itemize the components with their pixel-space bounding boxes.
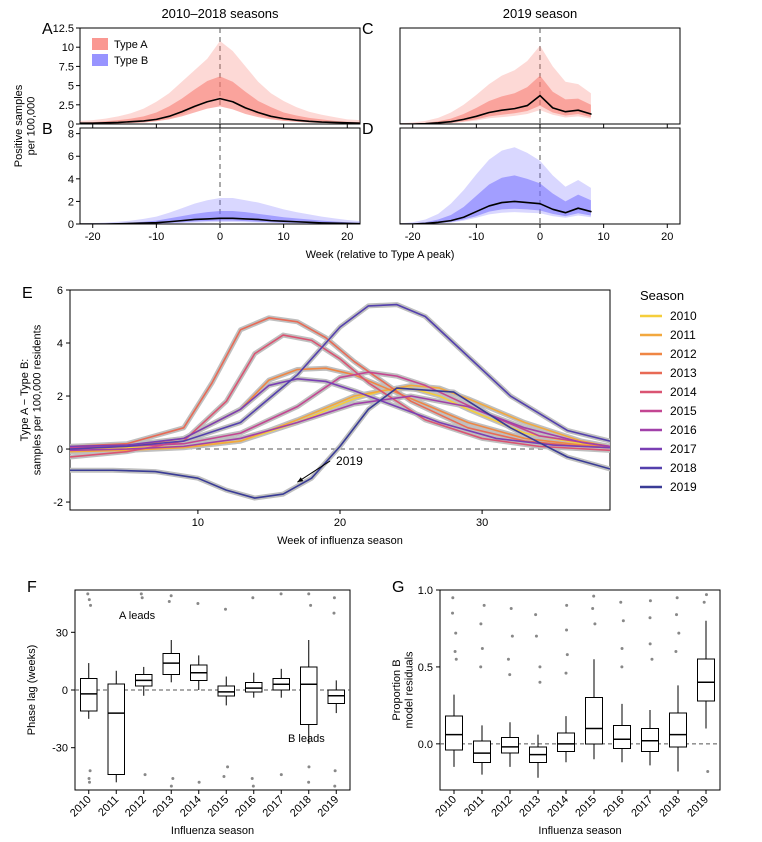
svg-text:2010: 2010 <box>68 794 94 820</box>
svg-text:2012: 2012 <box>123 794 149 820</box>
figure-svg: 2010–2018 seasons 2019 season Positive sam… <box>0 0 762 842</box>
svg-text:2: 2 <box>57 391 63 403</box>
panel-label-G: G <box>392 579 404 596</box>
svg-text:2019: 2019 <box>316 794 342 820</box>
svg-text:2010: 2010 <box>433 794 459 820</box>
legend-item-2012: 2012 <box>670 347 697 361</box>
svg-text:2011: 2011 <box>462 794 487 819</box>
svg-text:0: 0 <box>68 219 74 231</box>
svg-text:0: 0 <box>62 685 68 697</box>
panel-label-E: E <box>22 285 33 302</box>
title-left: 2010–2018 seasons <box>161 6 279 21</box>
xlabel-top: Week (relative to Type A peak) <box>306 249 455 261</box>
svg-text:30: 30 <box>56 627 68 639</box>
svg-text:4: 4 <box>57 338 63 350</box>
legend-item-2019: 2019 <box>670 480 697 494</box>
svg-text:-10: -10 <box>148 231 164 243</box>
svg-text:2018: 2018 <box>657 794 683 820</box>
legend-item-2018: 2018 <box>670 461 697 475</box>
svg-text:0: 0 <box>57 444 63 456</box>
legend-item-2017: 2017 <box>670 442 697 456</box>
legend-item-2013: 2013 <box>670 366 697 380</box>
svg-text:2016: 2016 <box>233 794 259 820</box>
svg-text:2016: 2016 <box>601 794 627 820</box>
svg-text:2018: 2018 <box>288 794 314 820</box>
svg-text:7.5: 7.5 <box>59 61 74 73</box>
svg-text:0.5: 0.5 <box>418 662 433 674</box>
svg-text:0: 0 <box>537 231 543 243</box>
svg-text:2011: 2011 <box>96 794 121 819</box>
svg-text:2017: 2017 <box>629 794 655 820</box>
svg-text:10: 10 <box>598 231 610 243</box>
xlabel-F: Influenza season <box>171 825 254 837</box>
legend-item-2015: 2015 <box>670 404 697 418</box>
annotation-2019: 2019 <box>336 454 363 468</box>
svg-text:-20: -20 <box>85 231 101 243</box>
svg-text:5: 5 <box>68 81 74 93</box>
svg-text:20: 20 <box>661 231 673 243</box>
text-A-leads: A leads <box>119 610 156 622</box>
legend-item-2014: 2014 <box>670 385 697 399</box>
svg-text:2017: 2017 <box>261 794 287 820</box>
legend-title-E: Season <box>640 288 684 303</box>
legend-typeB: Type B <box>114 55 148 67</box>
svg-text:20: 20 <box>341 231 353 243</box>
svg-text:2019: 2019 <box>685 794 711 820</box>
title-right: 2019 season <box>503 6 577 21</box>
svg-text:30: 30 <box>476 517 488 529</box>
legend-typeA: Type A <box>114 39 148 51</box>
svg-text:2015: 2015 <box>206 794 232 820</box>
svg-text:2: 2 <box>68 196 74 208</box>
legend-item-2011: 2011 <box>670 328 696 342</box>
svg-text:-10: -10 <box>468 231 484 243</box>
panel-label-D: D <box>362 121 374 138</box>
svg-text:20: 20 <box>334 517 346 529</box>
svg-text:2012: 2012 <box>489 794 515 820</box>
svg-text:6: 6 <box>57 285 63 297</box>
svg-text:2014: 2014 <box>178 794 204 820</box>
svg-text:6: 6 <box>68 151 74 163</box>
svg-text:10: 10 <box>192 517 204 529</box>
svg-text:8: 8 <box>68 129 74 141</box>
svg-text:12.5: 12.5 <box>53 23 74 35</box>
ylabel-top: Positive samplesper 100,000 <box>13 84 38 167</box>
svg-text:-30: -30 <box>52 743 68 755</box>
panel-label-C: C <box>362 21 374 38</box>
text-B-leads: B leads <box>288 733 325 745</box>
panel-label-B: B <box>42 121 53 138</box>
ylabel-E: Type A − Type B:samples per 100,000 resi… <box>19 324 44 475</box>
svg-text:2013: 2013 <box>151 794 177 820</box>
svg-text:1.0: 1.0 <box>418 585 433 597</box>
ylabel-G: Proportion Bmodel residuals <box>391 651 416 729</box>
svg-text:10: 10 <box>278 231 290 243</box>
svg-text:10: 10 <box>62 42 74 54</box>
svg-text:0: 0 <box>217 231 223 243</box>
svg-text:2015: 2015 <box>573 794 599 820</box>
svg-text:2.5: 2.5 <box>59 100 74 112</box>
legend-item-2010: 2010 <box>670 309 697 323</box>
svg-text:-2: -2 <box>53 497 63 509</box>
xlabel-E: Week of influenza season <box>277 535 403 547</box>
xlabel-G: Influenza season <box>538 825 621 837</box>
svg-text:4: 4 <box>68 174 74 186</box>
ylabel-F: Phase lag (weeks) <box>26 645 38 736</box>
panel-label-A: A <box>42 21 53 38</box>
legend-item-2016: 2016 <box>670 423 697 437</box>
panel-label-F: F <box>27 579 37 596</box>
svg-text:-20: -20 <box>405 231 421 243</box>
svg-text:2014: 2014 <box>545 794 571 820</box>
svg-text:2013: 2013 <box>517 794 543 820</box>
svg-text:0.0: 0.0 <box>418 739 433 751</box>
